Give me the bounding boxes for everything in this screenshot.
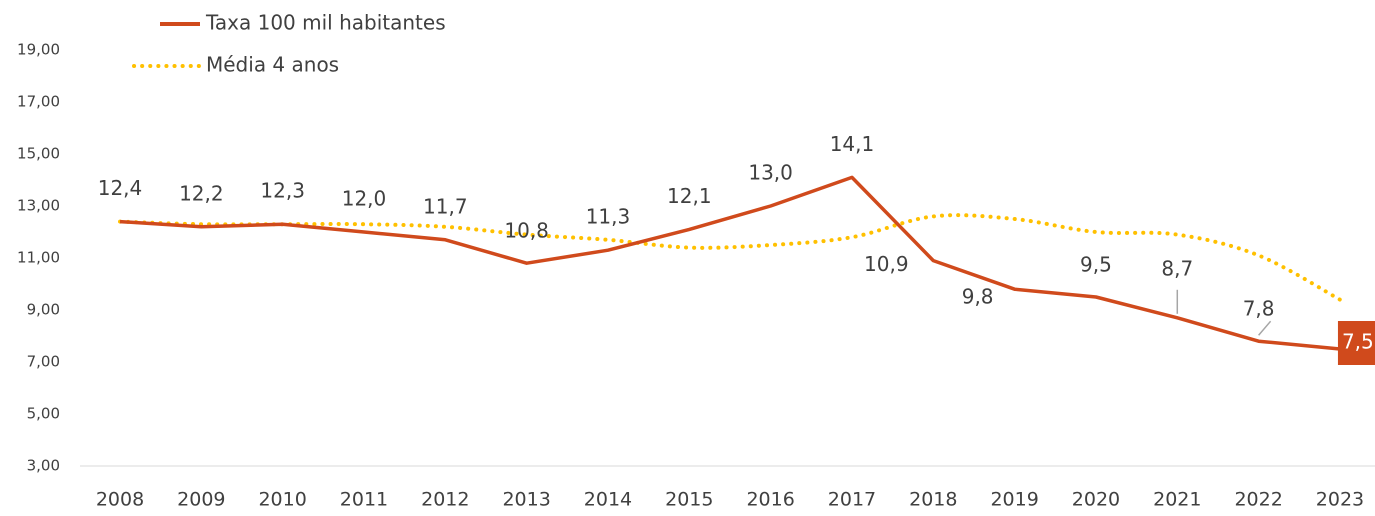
y-tick-label: 7,00 (27, 353, 60, 371)
legend-label: Taxa 100 mil habitantes (205, 11, 446, 35)
x-tick-label: 2009 (177, 489, 225, 511)
data-label: 9,5 (1080, 253, 1112, 277)
x-tick-label: 2011 (340, 489, 388, 511)
x-tick-label: 2017 (828, 489, 876, 511)
legend-label: Média 4 anos (206, 53, 339, 77)
y-tick-label: 3,00 (27, 457, 60, 475)
y-tick-label: 11,00 (17, 249, 60, 267)
data-label: 8,7 (1161, 256, 1193, 280)
data-label: 9,8 (962, 285, 994, 309)
data-label: 11,7 (423, 194, 468, 218)
data-label: 13,0 (748, 161, 793, 185)
x-tick-label: 2023 (1316, 489, 1364, 511)
data-label: 10,9 (864, 252, 909, 276)
x-tick-label: 2010 (258, 489, 306, 511)
data-label: 12,0 (342, 187, 387, 211)
data-label: 11,3 (586, 205, 631, 229)
data-label-box (1337, 321, 1375, 365)
x-tick-label: 2021 (1153, 489, 1201, 511)
y-tick-label: 15,00 (17, 145, 60, 163)
data-label: 14,1 (830, 132, 875, 156)
y-tick-label: 13,00 (17, 197, 60, 215)
x-tick-label: 2012 (421, 489, 469, 511)
data-label: 12,4 (98, 176, 143, 200)
data-label: 12,3 (260, 179, 305, 203)
x-tick-label: 2013 (502, 489, 550, 511)
data-label: 7,8 (1243, 297, 1275, 321)
x-tick-label: 2020 (1072, 489, 1120, 511)
data-label: 10,8 (504, 219, 549, 243)
x-tick-label: 2008 (96, 489, 144, 511)
series-line (118, 213, 1342, 302)
x-tick-label: 2019 (990, 489, 1038, 511)
y-tick-label: 17,00 (17, 93, 60, 111)
y-tick-label: 19,00 (17, 41, 60, 59)
y-tick-label: 5,00 (27, 405, 60, 423)
x-tick-label: 2016 (746, 489, 794, 511)
x-tick-label: 2022 (1234, 489, 1282, 511)
leader-line (1258, 320, 1272, 336)
data-label: 12,2 (179, 181, 224, 205)
x-tick-label: 2015 (665, 489, 713, 511)
series-line (119, 175, 1341, 351)
x-tick-label: 2018 (909, 489, 957, 511)
y-tick-label: 9,00 (27, 301, 60, 319)
data-label: 7,5 (1342, 330, 1374, 354)
x-tick-label: 2014 (584, 489, 632, 511)
data-label: 12,1 (667, 184, 712, 208)
